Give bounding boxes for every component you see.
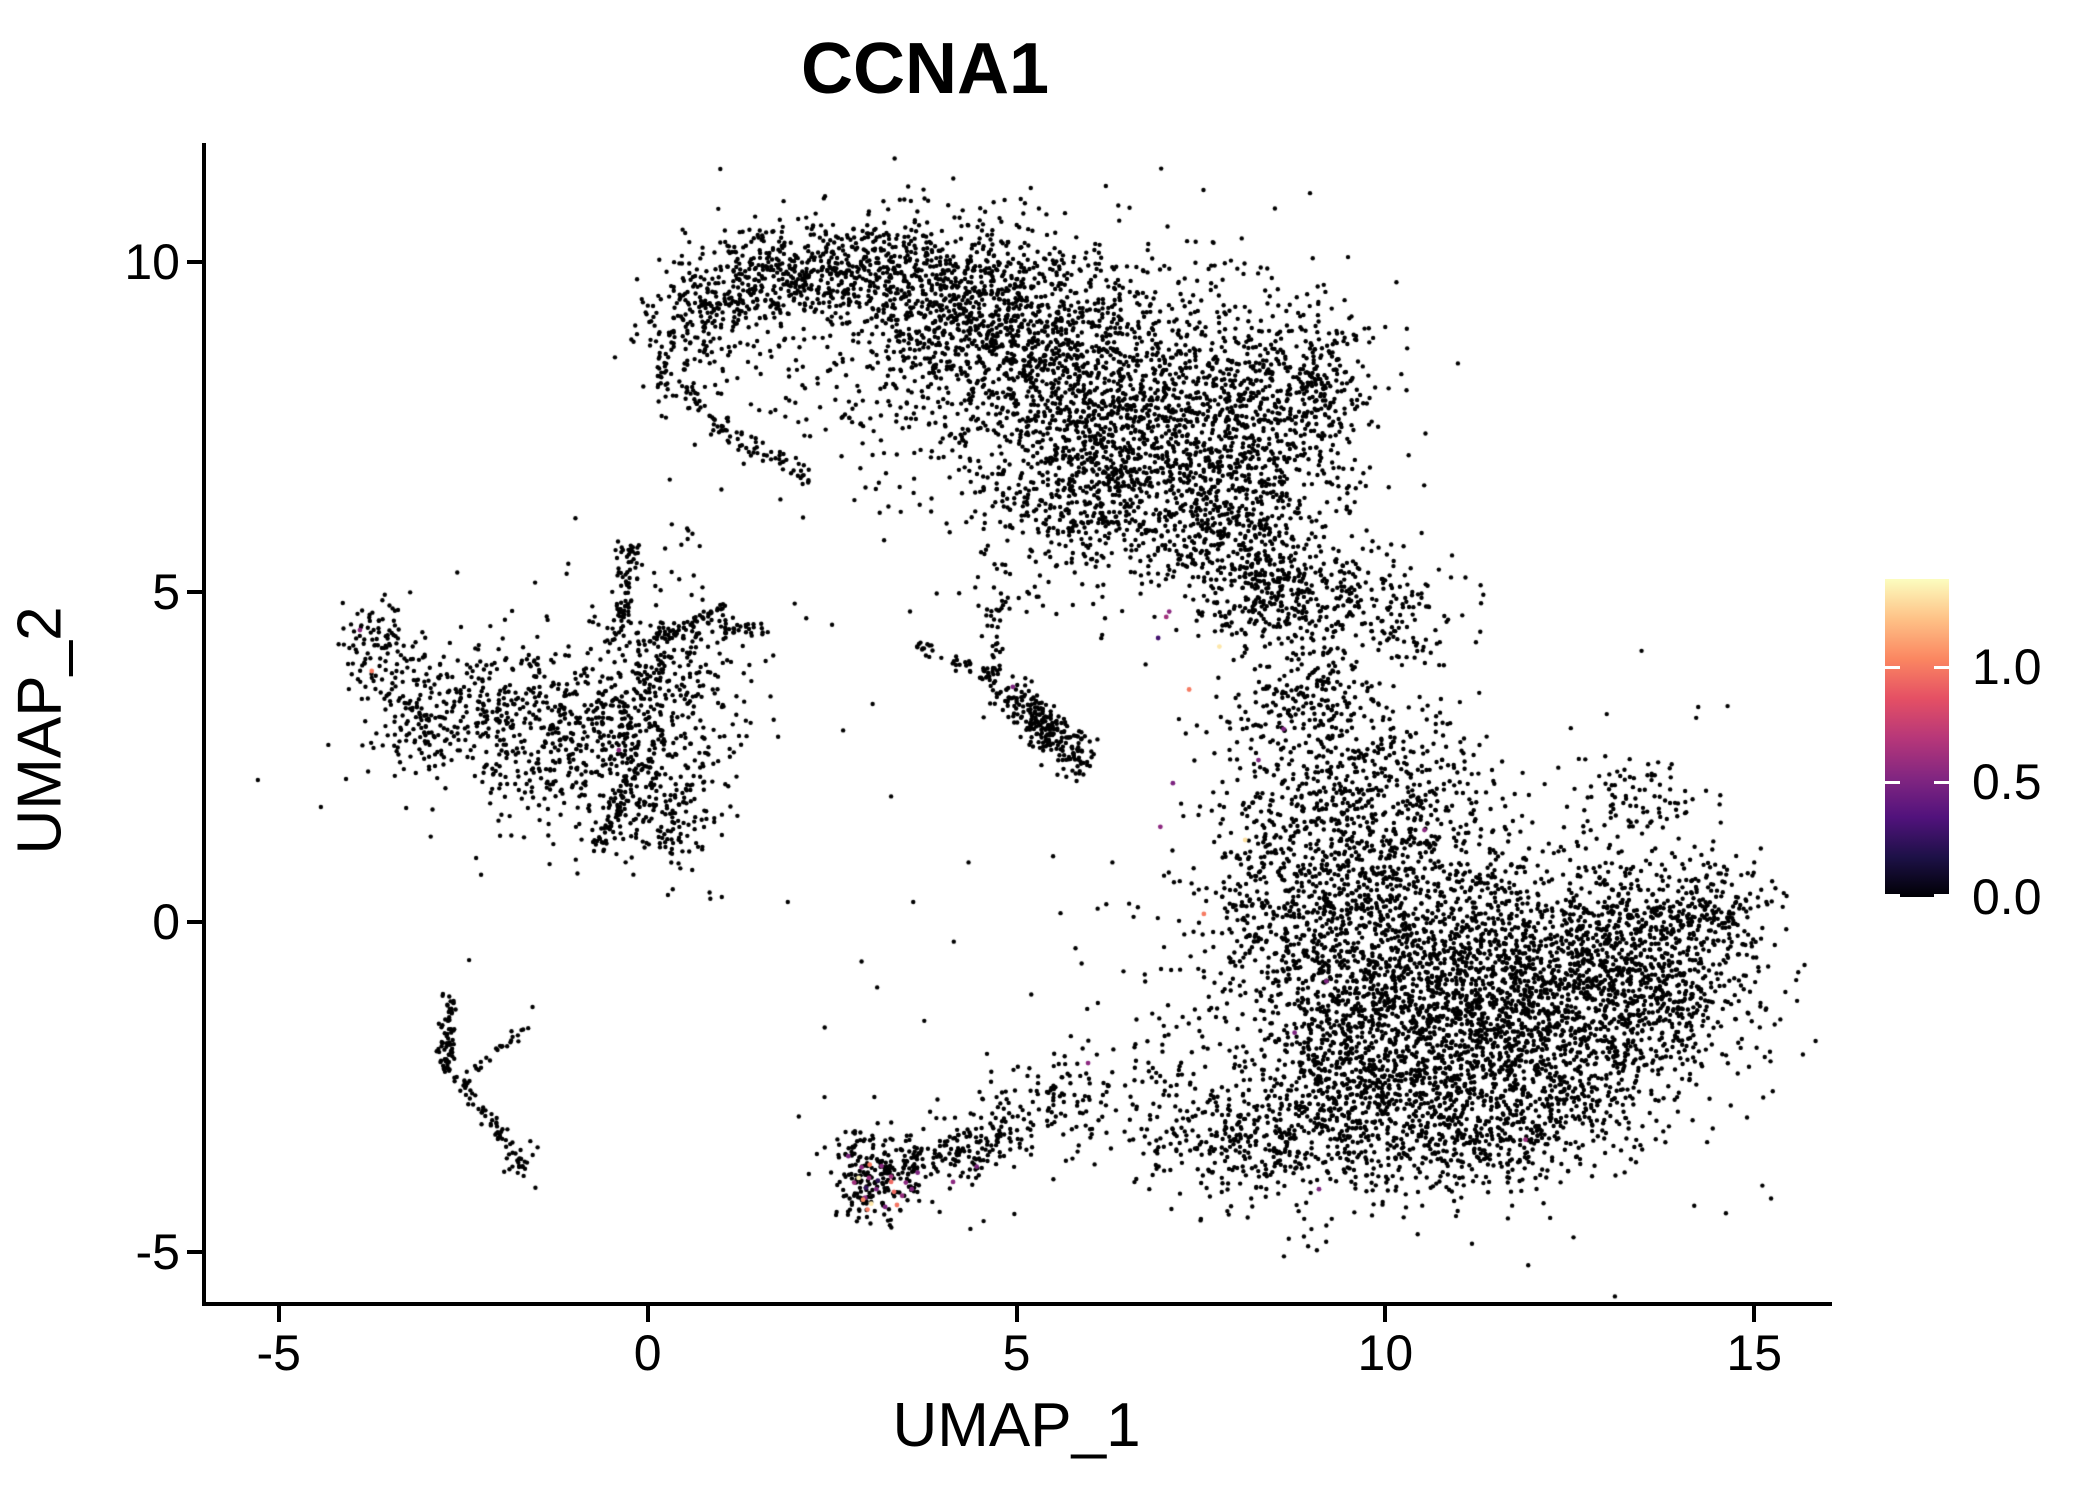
y-tick-label: -5 [135, 1223, 180, 1280]
colorbar-tick-mark [1885, 780, 1900, 784]
y-tick-mark [187, 1249, 203, 1254]
colorbar-tick-mark [1885, 665, 1900, 669]
y-tick-mark [187, 259, 203, 264]
y-axis-line [202, 143, 206, 1306]
y-axis-title: UMAP_2 [5, 606, 75, 855]
colorbar-tick-label: 0.0 [1972, 869, 2042, 925]
y-tick-label: 10 [124, 233, 180, 290]
plot-title: CCNA1 [800, 29, 1050, 109]
x-tick-label: 5 [1002, 1325, 1031, 1381]
colorbar-tick-label: 0.5 [1972, 754, 2042, 811]
x-tick-mark [1383, 1306, 1388, 1322]
y-tick-mark [187, 589, 203, 594]
x-tick-label: 15 [1726, 1325, 1783, 1381]
x-tick-label: 0 [633, 1325, 662, 1381]
expression-colorbar [1885, 579, 1949, 897]
x-axis-title: UMAP_1 [892, 1391, 1141, 1460]
x-tick-mark [1752, 1306, 1757, 1322]
colorbar-tick-mark [1885, 894, 1900, 897]
x-tick-label: -5 [256, 1325, 301, 1381]
colorbar-tick-mark [1934, 665, 1949, 669]
y-tick-label: 0 [152, 893, 180, 950]
x-tick-mark [1014, 1306, 1019, 1322]
y-tick-mark [187, 919, 203, 924]
y-tick-label: 5 [152, 563, 180, 620]
colorbar-tick-mark [1934, 894, 1949, 897]
x-axis-line [202, 1302, 1832, 1306]
colorbar-tick-label: 1.0 [1972, 639, 2042, 696]
x-tick-mark [645, 1306, 650, 1322]
colorbar-tick-mark [1934, 780, 1949, 784]
x-tick-mark [276, 1306, 281, 1322]
x-tick-label: 10 [1357, 1325, 1414, 1381]
